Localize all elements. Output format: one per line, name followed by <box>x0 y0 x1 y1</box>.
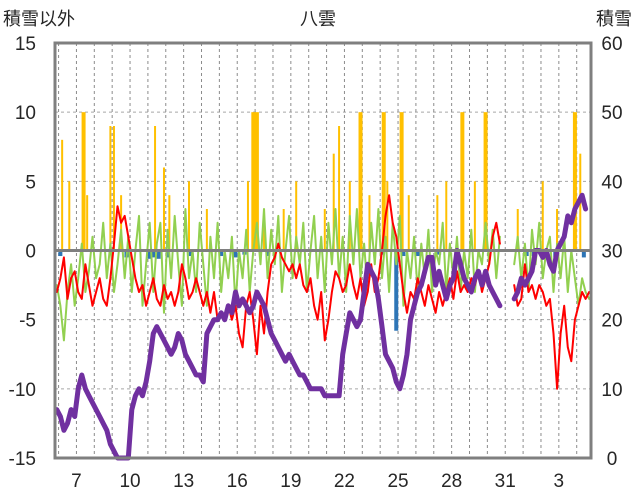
grid <box>55 43 591 458</box>
snow_depth-line <box>511 192 589 302</box>
y-left-tick-label: -5 <box>19 311 36 332</box>
precipitation-bar <box>381 112 386 251</box>
y-right-label: 積雪 <box>596 9 632 30</box>
below-zero-bar <box>394 250 399 331</box>
precipitation-bar <box>386 181 389 251</box>
x-tick-label: 22 <box>334 471 355 492</box>
precipitation-bar <box>168 195 171 251</box>
precipitation-bar <box>263 209 266 251</box>
x-tick-label: 10 <box>119 471 140 492</box>
precipitation-bar <box>483 112 488 251</box>
y-right-tick-label: 50 <box>601 103 622 124</box>
precipitation-bar <box>295 181 298 251</box>
precipitation-bar <box>407 195 410 251</box>
precipitation-bar <box>81 112 86 251</box>
y-right-tick-label: 30 <box>601 242 622 263</box>
y-right-tick-label: 60 <box>601 34 622 55</box>
precipitation-bar <box>338 126 341 251</box>
y-left-tick-label: -10 <box>9 380 36 401</box>
below-zero-bar <box>151 250 156 258</box>
x-tick-label: 31 <box>495 471 516 492</box>
y-left-tick-label: 0 <box>25 242 36 263</box>
y-left-tick-label: 15 <box>15 34 36 55</box>
series-lines <box>54 192 591 461</box>
precipitation-bar <box>68 181 71 251</box>
x-tick-label: 3 <box>554 471 565 492</box>
precipitation-bar <box>460 112 465 251</box>
y-left-tick-labels: 15 10 5 0 -5 -10 -15 <box>9 34 36 470</box>
below-zero-bar <box>147 250 152 259</box>
plot-frame <box>53 41 593 460</box>
x-tick-label: 19 <box>280 471 301 492</box>
precipitation-bar <box>399 112 404 251</box>
precipitation-bar <box>188 181 190 251</box>
precipitation-bar <box>323 209 326 251</box>
precipitation-bar <box>541 181 544 251</box>
precipitation-bar <box>445 181 448 251</box>
precipitation-bar <box>572 112 577 251</box>
precipitation-bar <box>282 209 285 251</box>
y-right-tick-label: 0 <box>607 449 618 470</box>
below-zero-bar <box>219 250 224 257</box>
below-zero-bar <box>401 250 406 257</box>
below-zero-bar <box>233 250 238 258</box>
precipitation-bar <box>112 126 115 251</box>
below-zero-bar <box>165 250 170 258</box>
x-tick-label: 28 <box>441 471 462 492</box>
x-tick-label: 13 <box>173 471 194 492</box>
y-left-label: 積雪以外 <box>3 9 75 30</box>
below-zero-bar <box>581 250 586 258</box>
axis-labels: 積雪以外 八雲 積雪 <box>3 9 632 30</box>
below-zero-bar <box>58 250 63 257</box>
precipitation-bar <box>61 139 64 251</box>
y-right-tick-label: 20 <box>601 311 622 332</box>
precipitation-bar <box>154 126 157 251</box>
below-zero-bar <box>188 250 193 257</box>
precipitation-bar <box>516 209 519 251</box>
precipitation-bar <box>162 167 165 251</box>
plot-frame-layer <box>53 41 593 460</box>
x-tick-label: 7 <box>71 471 82 492</box>
snow_depth-line <box>54 248 503 461</box>
chart-title: 八雲 <box>300 9 336 30</box>
x-tick-label: 25 <box>387 471 408 492</box>
y-right-tick-label: 10 <box>601 380 622 401</box>
precipitation-bar <box>254 112 259 251</box>
y-right-tick-labels: 60 50 40 30 20 10 0 <box>601 34 622 470</box>
x-tick-label: 16 <box>227 471 248 492</box>
y-left-tick-label: 5 <box>25 172 36 193</box>
precipitation-bar <box>109 126 112 251</box>
below-zero-bar <box>156 250 161 259</box>
precipitation-bar <box>368 195 371 251</box>
below-zero-bar <box>265 250 270 257</box>
x-tick-labels: 7 10 13 16 19 22 25 28 31 3 <box>71 471 564 492</box>
y-left-tick-label: 10 <box>15 103 36 124</box>
precipitation-bar <box>436 195 439 251</box>
precipitation-bar <box>251 112 256 251</box>
precipitation-bar <box>556 209 559 251</box>
precipitation-bar <box>86 195 89 251</box>
precipitation-bar <box>473 181 476 251</box>
y-left-tick-label: -15 <box>9 449 36 470</box>
y-right-tick-label: 40 <box>601 172 622 193</box>
precipitation-bar <box>358 112 363 251</box>
precipitation-bar <box>332 153 335 251</box>
precipitation-bar <box>246 181 249 251</box>
below-zero-bar <box>415 250 420 257</box>
below-zero-bar <box>524 250 529 257</box>
precipitation-bar <box>205 209 208 251</box>
